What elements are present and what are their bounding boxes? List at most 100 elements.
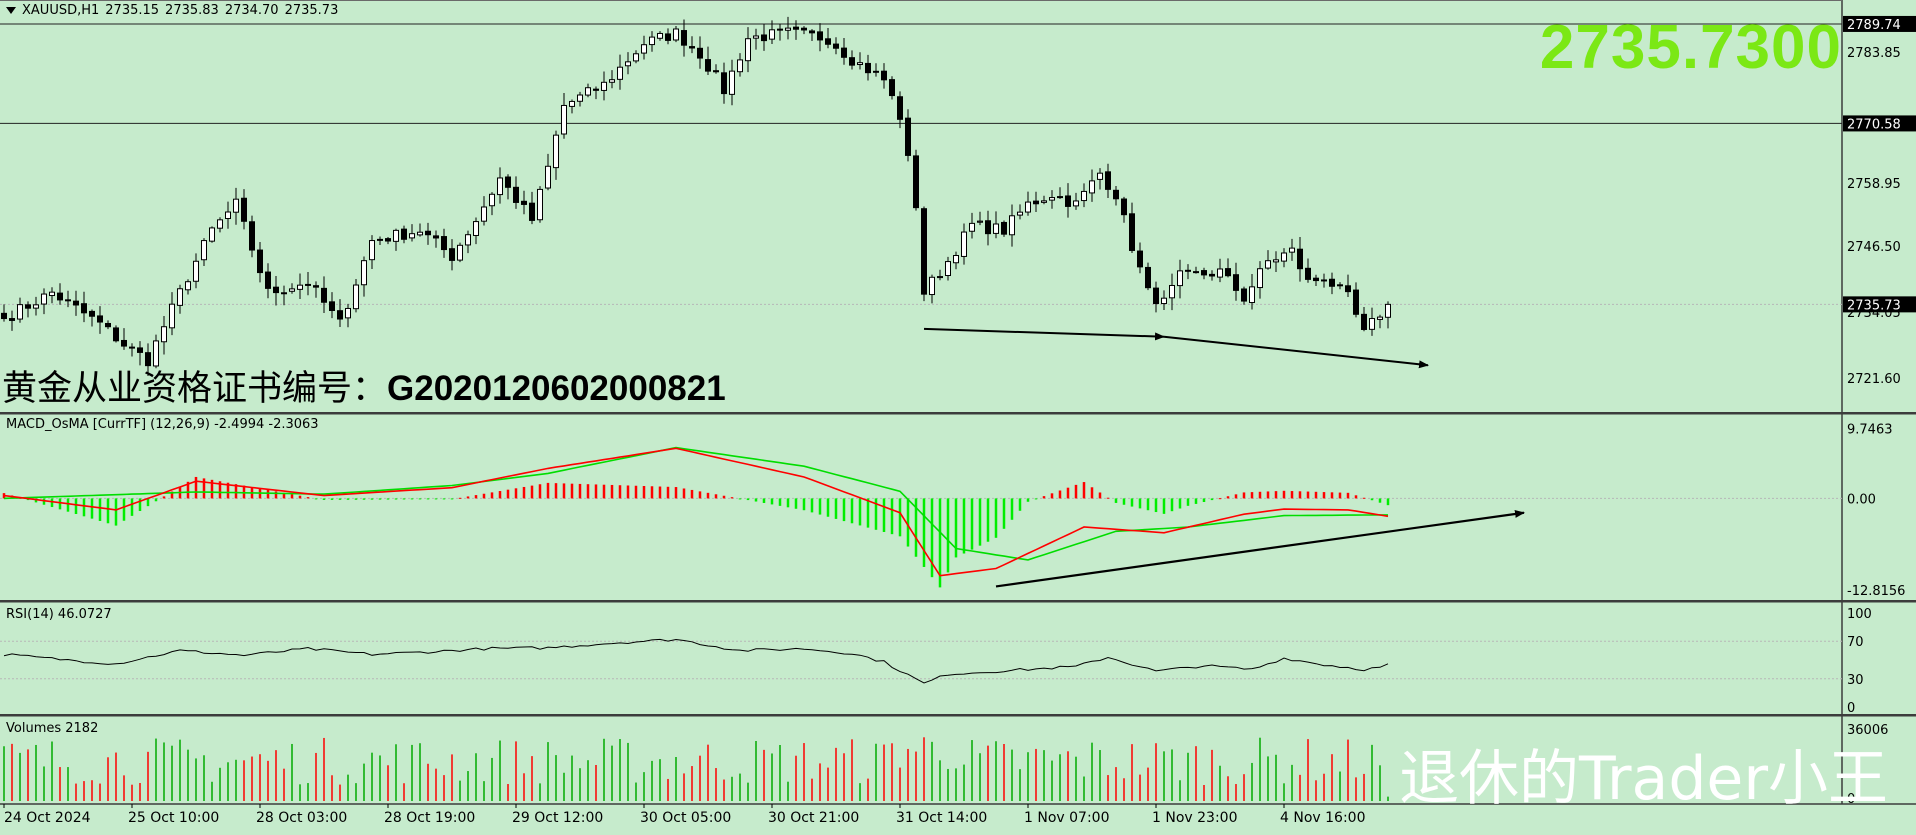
bull-candle xyxy=(537,188,543,221)
macd-histogram-bar-positive xyxy=(522,486,526,499)
macd-histogram-bar-positive xyxy=(578,483,582,499)
bear-candle xyxy=(1121,198,1127,216)
bull-candle xyxy=(729,70,735,95)
bear-candle xyxy=(1153,287,1159,305)
bear-candle xyxy=(681,30,687,46)
bear-candle xyxy=(1145,266,1151,289)
volume-axis-label: 0 xyxy=(1847,792,1855,807)
collapse-triangle-icon[interactable] xyxy=(6,7,16,14)
macd-histogram-bar-positive xyxy=(186,481,190,499)
bull-candle xyxy=(1217,268,1223,278)
bull-candle xyxy=(545,165,551,189)
macd-histogram-bar-positive xyxy=(1090,487,1094,499)
bear-candle xyxy=(841,47,847,58)
macd-histogram-bar-negative xyxy=(450,498,454,500)
bull-candle xyxy=(1057,196,1063,199)
macd-histogram-bar-positive xyxy=(634,485,638,499)
ohlc-open: 2735.15 xyxy=(105,3,160,18)
trendline xyxy=(923,327,1165,341)
price-tag xyxy=(1843,115,1916,132)
bull-candle xyxy=(929,276,935,296)
macd-histogram-bar-positive xyxy=(1314,491,1318,499)
symbol-name: XAUUSD,H1 xyxy=(22,3,100,18)
bull-candle xyxy=(553,134,559,169)
bear-candle xyxy=(1033,200,1039,205)
macd-histogram-bar-negative xyxy=(338,498,342,500)
macd-histogram-bar-negative xyxy=(410,498,414,500)
macd-histogram-bar-negative xyxy=(114,498,118,526)
macd-histogram-bar-negative xyxy=(322,498,326,500)
bull-candle xyxy=(129,346,135,349)
bear-candle xyxy=(801,27,807,31)
license-code: G2020120602000821 xyxy=(387,369,726,408)
license-text: 黄金从业资格证书编号：G2020120602000821 xyxy=(2,360,726,411)
macd-histogram-bar-negative xyxy=(1378,498,1382,503)
bear-candle xyxy=(377,238,383,241)
rsi-axis-label: 30 xyxy=(1847,673,1864,688)
rsi-line xyxy=(3,638,1389,684)
volume-axis-label: 36006 xyxy=(1847,723,1888,738)
macd-histogram-bar-negative xyxy=(362,498,366,500)
macd-histogram-bar-negative xyxy=(90,498,94,519)
bull-candle xyxy=(633,53,639,62)
macd-histogram-bar-negative xyxy=(994,498,998,538)
bear-candle xyxy=(713,70,719,73)
bull-candle xyxy=(1377,316,1383,320)
time-axis-label: 28 Oct 19:00 xyxy=(384,810,475,826)
macd-histogram-bar-negative xyxy=(866,498,870,528)
macd-histogram-bar-positive xyxy=(506,489,510,499)
macd-histogram-bar-negative xyxy=(330,498,334,500)
bear-candle xyxy=(913,155,919,209)
macd-histogram-bar-negative xyxy=(1114,498,1118,503)
macd-histogram-bar-positive xyxy=(1266,491,1270,499)
bull-candle xyxy=(609,79,615,83)
macd-histogram-bar-negative xyxy=(426,498,430,500)
bear-candle xyxy=(1233,274,1239,291)
macd-histogram-bar-negative xyxy=(1386,498,1390,506)
macd-histogram-bar-positive xyxy=(194,476,198,499)
price-tag-label: 2789.74 xyxy=(1847,18,1901,33)
bear-candle xyxy=(1225,268,1231,277)
bear-candle xyxy=(249,221,255,251)
time-axis-label: 1 Nov 07:00 xyxy=(1024,810,1109,826)
macd-histogram-bar-positive xyxy=(1218,498,1222,500)
bull-candle xyxy=(1257,268,1263,289)
bear-candle xyxy=(521,200,527,205)
macd-histogram-bar-negative xyxy=(434,498,438,500)
macd-histogram-bar-positive xyxy=(1226,496,1230,499)
bull-candle xyxy=(33,304,39,309)
pane-separator xyxy=(0,412,1916,415)
macd-histogram-bar-negative xyxy=(58,498,62,510)
bull-candle xyxy=(169,303,175,329)
ohlc-high: 2735.83 xyxy=(165,3,219,18)
macd-histogram-bar-negative xyxy=(42,498,46,505)
rsi-axis-label: 100 xyxy=(1847,607,1872,622)
bull-candle xyxy=(753,35,759,39)
bear-candle xyxy=(313,285,319,288)
bear-candle xyxy=(1209,273,1215,277)
bear-candle xyxy=(441,236,447,251)
macd-histogram-bar-positive xyxy=(466,496,470,499)
bull-candle xyxy=(361,260,367,286)
macd-histogram-bar-positive xyxy=(234,484,238,499)
macd-histogram-bar-negative xyxy=(834,498,838,519)
bear-candle xyxy=(1297,248,1303,270)
bear-candle xyxy=(81,303,87,314)
macd-histogram-bar-positive xyxy=(458,497,462,499)
macd-axis-label: -12.8156 xyxy=(1847,584,1905,599)
bull-candle xyxy=(289,288,295,292)
macd-histogram-bar-negative xyxy=(938,498,942,588)
bull-candle xyxy=(993,223,999,234)
time-axis-label: 30 Oct 05:00 xyxy=(640,810,731,826)
bull-candle xyxy=(1049,197,1055,201)
bull-candle xyxy=(409,233,415,239)
bear-candle xyxy=(665,33,671,41)
time-axis-label: 28 Oct 03:00 xyxy=(256,810,347,826)
bull-candle xyxy=(1025,201,1031,213)
macd-histogram-bar-positive xyxy=(274,491,278,499)
bear-candle xyxy=(137,347,143,353)
bear-candle xyxy=(1129,213,1135,251)
rsi-axis-label: 70 xyxy=(1847,635,1864,650)
bear-candle xyxy=(505,176,511,188)
